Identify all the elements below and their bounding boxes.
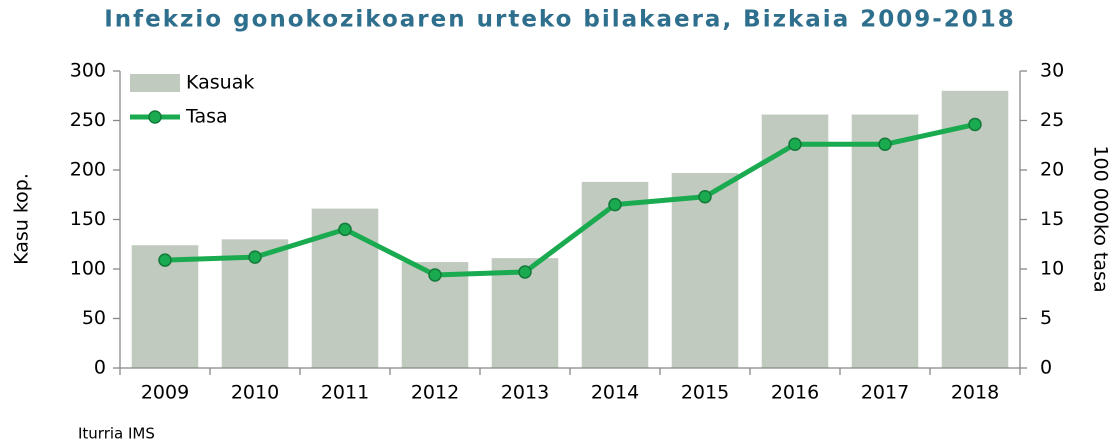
line-marker: [608, 197, 622, 212]
x-tick-label: 2016: [771, 382, 819, 404]
bar: [761, 114, 829, 368]
x-tick-label: 2015: [681, 382, 729, 404]
x-tick-label: 2010: [231, 382, 279, 404]
bar: [581, 181, 649, 368]
x-tick-label: 2009: [141, 382, 189, 404]
line-marker: [698, 189, 712, 204]
source: Iturria IMS: [78, 425, 155, 443]
y2-tick-label: 0: [1040, 357, 1052, 379]
x-tick-label: 2013: [501, 382, 549, 404]
chart-title: Infekzio gonokozikoaren urteko bilakaera…: [104, 7, 1016, 33]
line-marker: [248, 250, 262, 264]
y-tick-label: 0: [94, 357, 106, 379]
y2-tick-label: 15: [1040, 208, 1064, 230]
y-tick-label: 150: [70, 208, 106, 230]
y-tick-label: 100: [70, 258, 106, 280]
y2-tick-label: 20: [1040, 159, 1064, 181]
line: [164, 122, 976, 278]
line-marker: [338, 222, 352, 237]
x-tick-label: 2012: [411, 382, 459, 404]
x-tick-label: 2011: [321, 382, 369, 404]
y2-tick-label: 5: [1040, 307, 1052, 329]
line-marker: [158, 253, 172, 267]
y-tick-label: 200: [70, 159, 106, 181]
y2-tick-label: 10: [1040, 258, 1064, 280]
bar: [851, 114, 919, 368]
legend-swatch: [148, 110, 162, 124]
legend-swatch: [130, 74, 180, 92]
x-tick-label: 2018: [951, 382, 999, 404]
x-tick-label: 2017: [861, 382, 909, 404]
x-tick-label: 2014: [591, 382, 639, 404]
legend-label: Kasuak: [186, 72, 254, 94]
bar: [671, 172, 739, 368]
bar: [941, 90, 1009, 369]
line-marker: [878, 137, 892, 152]
y-tick-label: 250: [70, 109, 106, 131]
line-marker: [788, 137, 802, 152]
line-marker: [428, 268, 442, 282]
y2-tick-label: 25: [1040, 109, 1064, 131]
y2-tick-label: 30: [1040, 60, 1064, 82]
y-tick-label: 300: [70, 60, 106, 82]
y-tick-label: 50: [82, 307, 106, 329]
line-marker: [518, 265, 532, 279]
y-axis-label: Kasu kop.: [11, 173, 33, 265]
y2-axis-label: 100 000ko tasa: [1090, 145, 1112, 292]
line-marker: [968, 117, 982, 132]
legend-label: Tasa: [185, 106, 228, 128]
